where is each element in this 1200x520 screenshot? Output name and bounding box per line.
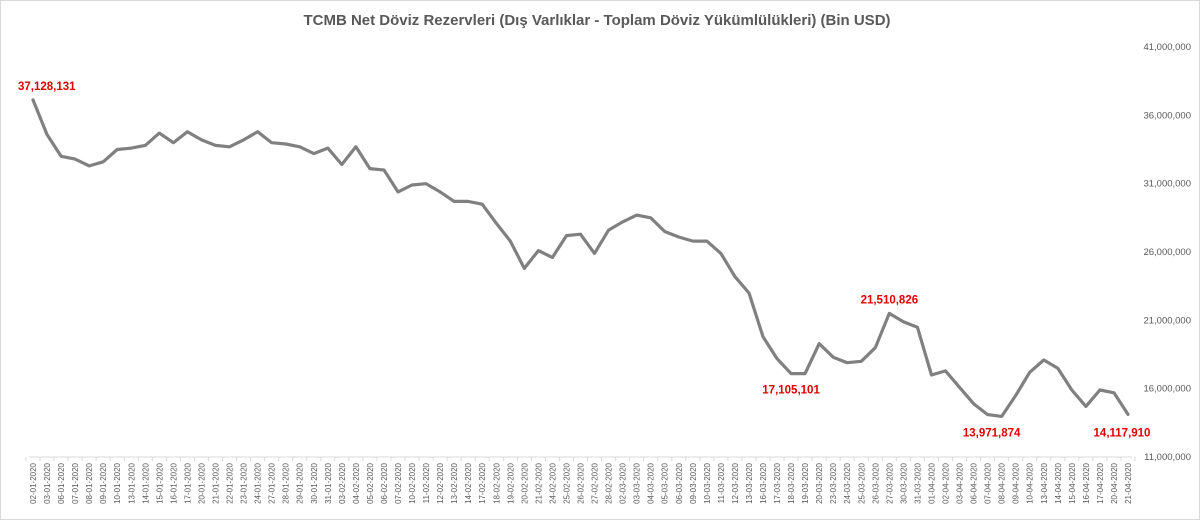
x-tick-label: 29-01-2020 [296,462,305,503]
x-tick-label: 15-04-2020 [1068,462,1077,503]
x-tick-label: 02-03-2020 [619,462,628,503]
x-tick-label: 14-01-2020 [141,462,150,503]
x-tick-label: 27-03-2020 [885,462,894,503]
x-tick-label: 17-04-2020 [1096,462,1105,503]
x-tick-label: 13-02-2020 [450,462,459,503]
y-tick-label: 16,000,000 [1143,384,1191,395]
x-tick-label: 26-03-2020 [871,462,880,503]
x-tick-label: 20-01-2020 [197,462,206,503]
y-tick-label: 26,000,000 [1143,247,1191,258]
x-tick-label: 27-02-2020 [591,462,600,503]
y-tick-label: 41,000,000 [1143,42,1191,53]
x-tick-label: 09-04-2020 [1012,462,1021,503]
x-tick-label: 30-03-2020 [899,462,908,503]
x-tick-label: 02-04-2020 [942,462,951,503]
x-tick-label: 19-02-2020 [506,462,515,503]
x-tick-label: 05-03-2020 [661,462,670,503]
x-tick-label: 28-01-2020 [282,462,291,503]
x-tick-label: 31-01-2020 [324,462,333,503]
x-tick-label: 21-01-2020 [212,462,221,503]
x-tick-label: 09-01-2020 [99,462,108,503]
x-tick-label: 03-01-2020 [43,462,52,503]
x-tick-label: 26-02-2020 [577,462,586,503]
x-tick-label: 14-04-2020 [1054,462,1063,503]
y-tick-label: 21,000,000 [1143,315,1191,326]
x-tick-label: 20-02-2020 [520,462,529,503]
chart-title: TCMB Net Döviz Rezervleri (Dış Varlıklar… [303,12,890,29]
x-axis: 02-01-2020 03-01-2020 06-01-2020 07-01-2020… [25,456,1136,504]
x-tick-label: 07-01-2020 [71,462,80,503]
x-tick-label: 08-01-2020 [85,462,94,503]
x-tick-label: 24-01-2020 [254,462,263,503]
x-tick-label: 07-04-2020 [984,462,993,503]
data-label-layer: 37,128,131 17,105,101 21,510,826 13,971,874… [18,81,1150,439]
x-tick-label: 17-03-2020 [773,462,782,503]
x-tick-label: 22-01-2020 [226,462,235,503]
x-tick-label: 06-04-2020 [970,462,979,503]
y-tick-label: 11,000,000 [1144,452,1191,463]
x-tick-label: 27-01-2020 [268,462,277,503]
x-tick-label: 02-01-2020 [29,462,38,503]
x-tick-label: 12-02-2020 [436,462,445,503]
x-tick-label: 04-03-2020 [647,462,656,503]
series-line [31,98,1130,418]
x-tick-label: 06-01-2020 [57,462,66,503]
x-tick-label: 16-03-2020 [759,462,768,503]
x-tick-label: 31-03-2020 [913,462,922,503]
x-tick-label: 06-02-2020 [380,462,389,503]
x-tick-label: 04-02-2020 [352,462,361,503]
x-tick-label: 03-02-2020 [338,462,347,503]
x-tick-label: 14-02-2020 [464,462,473,503]
x-tick-label: 03-04-2020 [956,462,965,503]
x-tick-label: 01-04-2020 [927,462,936,503]
x-tick-label: 20-03-2020 [815,462,824,503]
x-tick-label: 16-04-2020 [1082,462,1091,503]
series-layer [31,98,1130,418]
x-tick-label: 24-02-2020 [548,462,557,503]
x-tick-label: 13-03-2020 [745,462,754,503]
x-tick-label: 13-01-2020 [127,462,136,503]
x-tick-label: 28-02-2020 [605,462,614,503]
x-tick-label: 10-01-2020 [113,462,122,503]
x-tick-label: 11-02-2020 [422,462,431,503]
x-tick-label: 18-03-2020 [787,462,796,503]
x-tick-label: 06-03-2020 [675,462,684,503]
x-tick-label: 11-03-2020 [717,462,726,503]
x-tick-label: 07-02-2020 [394,462,403,503]
x-tick-label: 23-03-2020 [829,462,838,503]
x-tick-label: 17-01-2020 [183,462,192,503]
x-tick-label: 09-03-2020 [689,462,698,503]
data-label: 37,128,131 [18,81,76,93]
y-axis: 11,000,000 16,000,000 21,000,000 26,000,000… [1143,42,1191,463]
x-tick-label: 13-04-2020 [1040,462,1049,503]
x-tick-label: 20-04-2020 [1110,462,1119,503]
x-tick-label: 05-02-2020 [366,462,375,503]
data-label: 21,510,826 [861,294,919,306]
y-tick-label: 36,000,000 [1143,110,1191,121]
x-tick-label: 19-03-2020 [801,462,810,503]
x-tick-label: 25-02-2020 [562,462,571,503]
x-tick-label: 12-03-2020 [731,462,740,503]
x-tick-label: 16-01-2020 [169,462,178,503]
x-tick-label: 17-02-2020 [478,462,487,503]
x-tick-label: 21-04-2020 [1124,462,1133,503]
x-tick-label: 10-04-2020 [1026,462,1035,503]
data-label: 17,105,101 [762,385,820,397]
x-tick-label: 24-03-2020 [843,462,852,503]
x-tick-label: 10-02-2020 [408,462,417,503]
x-tick-label: 25-03-2020 [857,462,866,503]
data-label: 13,971,874 [963,427,1021,439]
x-tick-label: 08-04-2020 [998,462,1007,503]
x-tick-label: 10-03-2020 [703,462,712,503]
x-tick-label: 23-01-2020 [240,462,249,503]
data-label: 14,117,910 [1094,427,1151,439]
x-tick-label: 21-02-2020 [534,462,543,503]
x-tick-label: 30-01-2020 [310,462,319,503]
x-tick-label: 18-02-2020 [492,462,501,503]
y-tick-label: 31,000,000 [1143,179,1191,190]
x-tick-label: 15-01-2020 [155,462,164,503]
x-tick-label: 03-03-2020 [633,462,642,503]
